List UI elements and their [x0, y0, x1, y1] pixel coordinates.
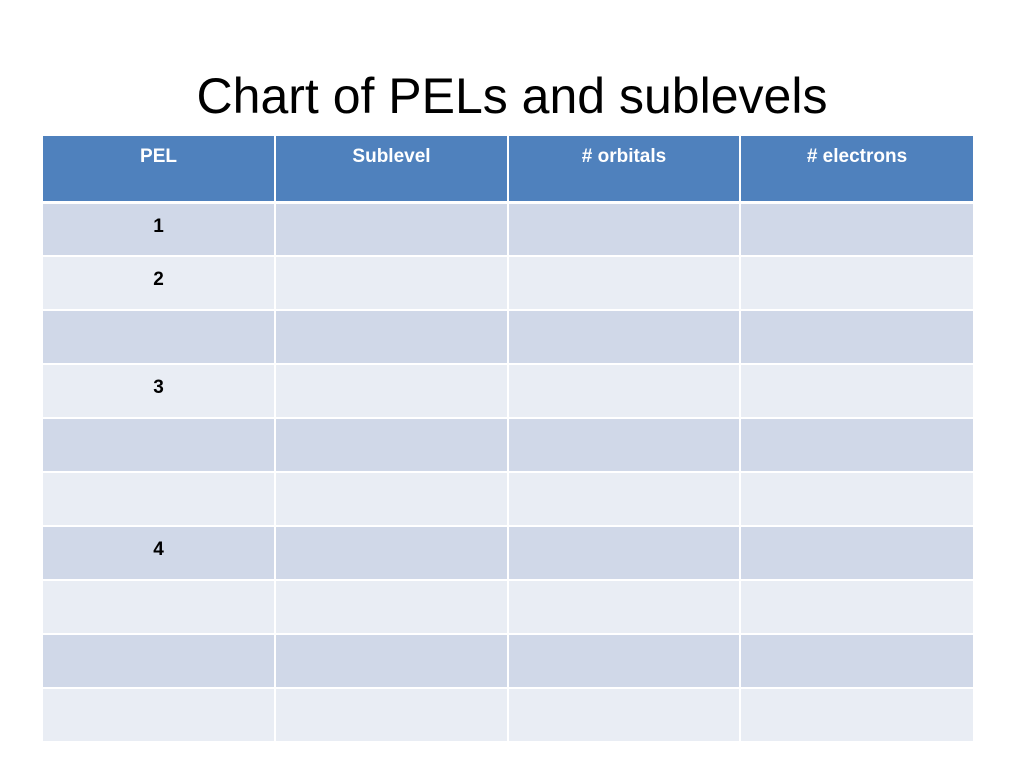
table-row [43, 634, 973, 689]
cell-sublevel [275, 310, 509, 365]
cell-sublevel [275, 202, 509, 257]
cell-electrons [740, 418, 973, 473]
header-pel: PEL [43, 136, 276, 204]
table-header-row: PEL Sublevel # orbitals # electrons [43, 136, 973, 204]
cell-electrons [740, 526, 973, 581]
cell-sublevel [275, 256, 509, 311]
cell-sublevel [275, 526, 509, 581]
table-row [43, 688, 973, 743]
cell-electrons [740, 202, 973, 257]
header-sublevel: Sublevel [275, 136, 509, 204]
cell-electrons [740, 580, 973, 635]
cell-pel: 4 [43, 526, 276, 581]
cell-pel: 3 [43, 364, 276, 419]
table-row: 2 [43, 256, 973, 311]
cell-orbitals [508, 580, 741, 635]
cell-electrons [740, 634, 973, 689]
table-row [43, 310, 973, 365]
table-row [43, 580, 973, 635]
cell-orbitals [508, 418, 741, 473]
cell-pel [43, 310, 276, 365]
cell-electrons [740, 364, 973, 419]
cell-orbitals [508, 310, 741, 365]
cell-sublevel [275, 688, 509, 743]
pel-sublevel-table: PEL Sublevel # orbitals # electrons 1 2 … [43, 136, 973, 743]
cell-pel [43, 418, 276, 473]
table-row: 3 [43, 364, 973, 419]
cell-electrons [740, 256, 973, 311]
cell-pel [43, 634, 276, 689]
header-electrons: # electrons [740, 136, 973, 204]
cell-electrons [740, 688, 973, 743]
cell-pel: 1 [43, 202, 276, 257]
cell-electrons [740, 310, 973, 365]
cell-orbitals [508, 256, 741, 311]
header-orbitals: # orbitals [508, 136, 741, 204]
cell-orbitals [508, 364, 741, 419]
cell-sublevel [275, 418, 509, 473]
cell-sublevel [275, 634, 509, 689]
cell-pel: 2 [43, 256, 276, 311]
cell-sublevel [275, 472, 509, 527]
table-row: 1 [43, 202, 973, 257]
table-row: 4 [43, 526, 973, 581]
cell-orbitals [508, 634, 741, 689]
cell-sublevel [275, 580, 509, 635]
cell-pel [43, 580, 276, 635]
cell-pel [43, 688, 276, 743]
cell-orbitals [508, 472, 741, 527]
cell-orbitals [508, 688, 741, 743]
cell-pel [43, 472, 276, 527]
cell-electrons [740, 472, 973, 527]
table-row [43, 418, 973, 473]
table-row [43, 472, 973, 527]
cell-orbitals [508, 202, 741, 257]
cell-sublevel [275, 364, 509, 419]
cell-orbitals [508, 526, 741, 581]
slide-title: Chart of PELs and sublevels [196, 68, 828, 124]
